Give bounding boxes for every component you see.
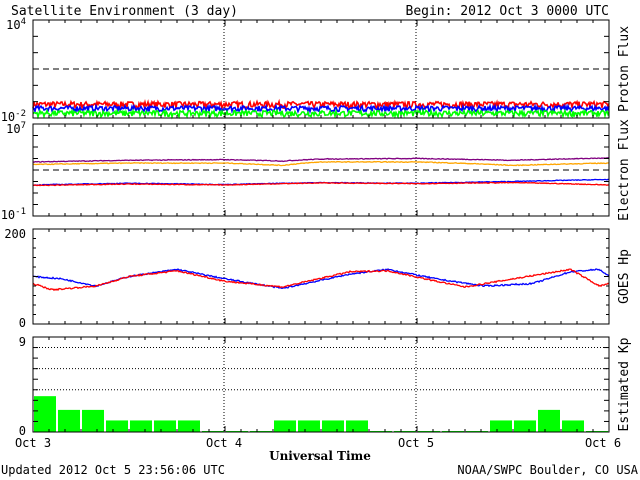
electron-flux-series-purple — [32, 157, 610, 164]
electron-flux-series-orange — [32, 160, 610, 167]
begin-time: Begin: 2012 Oct 3 0000 UTC — [406, 4, 610, 19]
estimated-kp-y-axis-label: Estimated Kp — [617, 337, 632, 431]
proton-flux-panel: 104 10-2 Proton Flux — [1, 17, 632, 124]
kp-bar-12 — [322, 420, 344, 432]
electron-flux-frame — [32, 123, 610, 217]
proton-flux-series-red — [32, 98, 610, 111]
proton-flux-y-tick-top: 104 — [6, 17, 26, 32]
updated-timestamp: Updated 2012 Oct 5 23:56:06 UTC — [1, 463, 225, 477]
x-axis: Oct 3 Oct 4 Oct 5 Oct 6 Universal Time — [15, 436, 621, 463]
x-tick-label-oct-4: Oct 4 — [206, 436, 242, 450]
chart-title: Satellite Environment (3 day) — [11, 4, 238, 19]
kp-bar-5 — [154, 420, 176, 432]
estimated-kp-y-tick-bottom: 0 — [19, 424, 26, 438]
goes-hp-y-tick-bottom: 0 — [19, 316, 26, 330]
kp-bar-2 — [82, 409, 104, 432]
electron-flux-y-axis-label: Electron Flux — [617, 119, 632, 221]
kp-bar-10 — [274, 420, 296, 432]
kp-bar-19 — [490, 420, 512, 432]
x-tick-label-oct-6: Oct 6 — [585, 436, 621, 450]
goes-hp-panel: 200 0 GOES Hp — [4, 227, 632, 330]
electron-flux-series-red — [32, 181, 610, 187]
kp-bar-11 — [298, 420, 320, 432]
x-tick-label-oct-3: Oct 3 — [15, 436, 51, 450]
goes-hp-y-tick-top: 200 — [4, 227, 26, 241]
x-axis-label: Universal Time — [269, 449, 371, 463]
estimated-kp-y-tick-top: 9 — [19, 335, 26, 349]
electron-flux-panel: 107 10-1 Electron Flux — [1, 119, 632, 222]
kp-bar-22 — [562, 420, 584, 432]
kp-bar-20 — [514, 420, 536, 432]
estimated-kp-frame — [32, 336, 610, 433]
proton-flux-y-tick-bottom: 10-2 — [1, 109, 26, 124]
x-tick-label-oct-5: Oct 5 — [398, 436, 434, 450]
panels: 104 10-2 Proton Flux 107 10-1 Electron Flux 20… — [1, 17, 632, 438]
kp-bar-3 — [106, 420, 128, 432]
kp-bar-21 — [538, 409, 560, 432]
goes-hp-frame — [32, 228, 610, 325]
kp-bar-13 — [346, 420, 368, 432]
electron-flux-y-tick-top: 107 — [6, 121, 26, 136]
proton-flux-y-axis-label: Proton Flux — [617, 26, 632, 112]
estimated-kp-panel: 9 0 Estimated Kp — [19, 335, 632, 438]
kp-bar-6 — [178, 420, 200, 432]
kp-bar-0 — [34, 396, 56, 432]
proton-flux-series-blue — [32, 103, 610, 115]
electron-flux-y-tick-bottom: 10-1 — [1, 207, 26, 222]
credit: NOAA/SWPC Boulder, CO USA — [457, 463, 638, 477]
kp-bar-4 — [130, 420, 152, 432]
proton-flux-series-green — [32, 107, 610, 120]
goes-hp-series-red — [32, 268, 610, 292]
kp-bar-1 — [58, 409, 80, 432]
goes-hp-y-axis-label: GOES Hp — [617, 249, 632, 304]
